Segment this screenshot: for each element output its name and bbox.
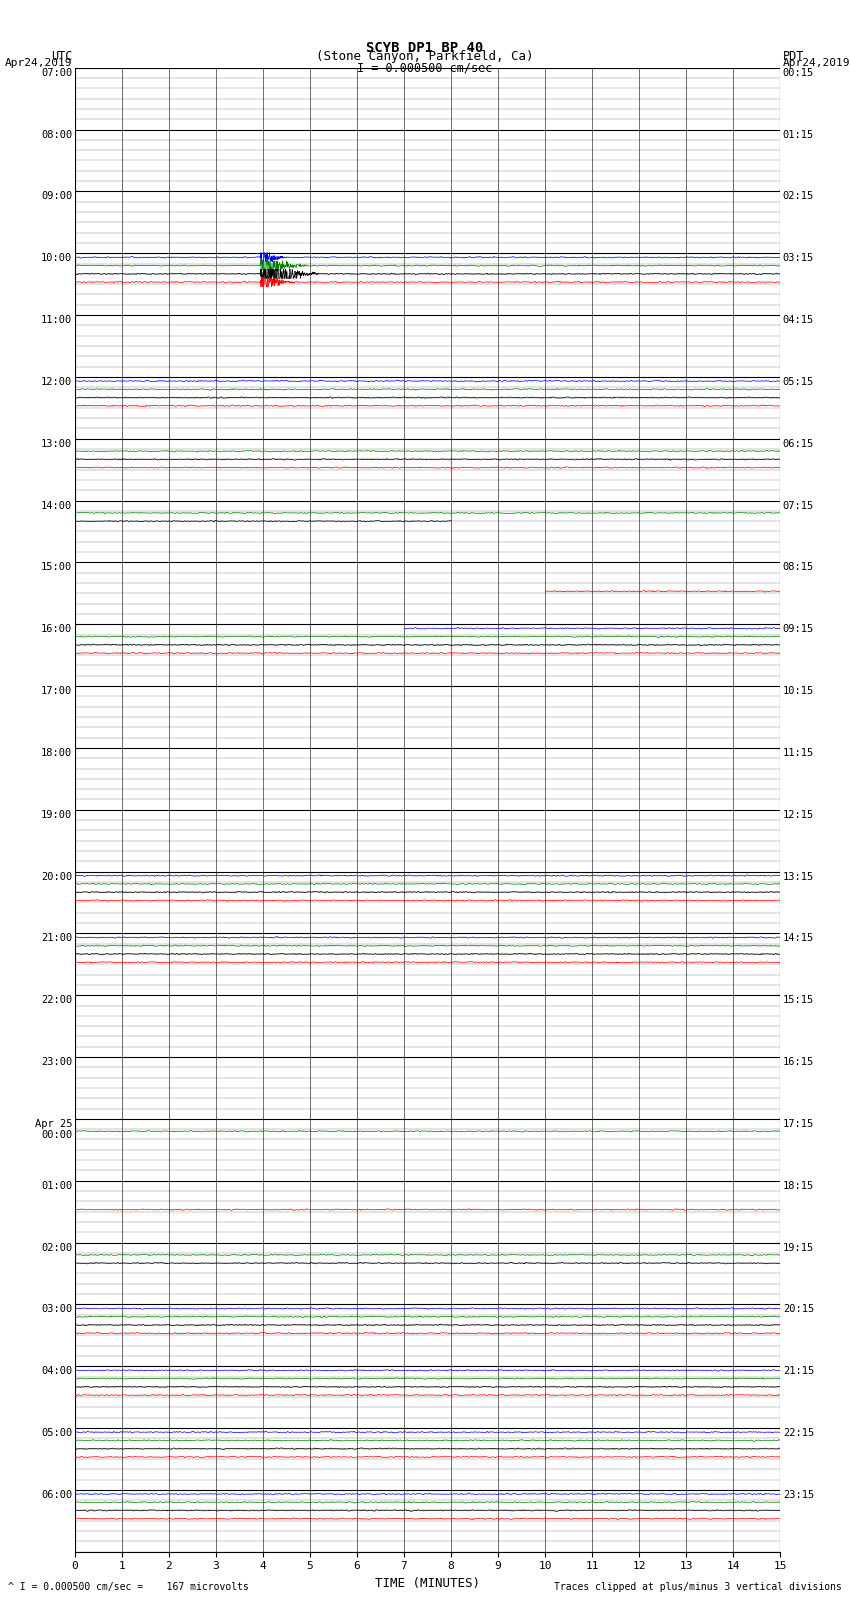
Text: 12:15: 12:15 [783, 810, 814, 819]
Text: 21:00: 21:00 [41, 934, 72, 944]
Text: 17:15: 17:15 [783, 1119, 814, 1129]
Text: 13:15: 13:15 [783, 871, 814, 882]
Text: 06:15: 06:15 [783, 439, 814, 448]
Text: 17:00: 17:00 [41, 686, 72, 697]
Text: I = 0.000500 cm/sec: I = 0.000500 cm/sec [357, 61, 493, 74]
Text: 07:00: 07:00 [41, 68, 72, 77]
Text: 22:15: 22:15 [783, 1428, 814, 1439]
Text: Traces clipped at plus/minus 3 vertical divisions: Traces clipped at plus/minus 3 vertical … [553, 1582, 842, 1592]
Text: 18:15: 18:15 [783, 1181, 814, 1190]
Text: 07:15: 07:15 [783, 500, 814, 511]
Text: 15:00: 15:00 [41, 563, 72, 573]
X-axis label: TIME (MINUTES): TIME (MINUTES) [375, 1578, 480, 1590]
Text: 21:15: 21:15 [783, 1366, 814, 1376]
Text: 05:00: 05:00 [41, 1428, 72, 1439]
Text: 16:15: 16:15 [783, 1057, 814, 1068]
Text: UTC: UTC [51, 50, 72, 63]
Text: 11:15: 11:15 [783, 748, 814, 758]
Text: SCYB DP1 BP 40: SCYB DP1 BP 40 [366, 40, 484, 55]
Text: 22:00: 22:00 [41, 995, 72, 1005]
Text: 20:15: 20:15 [783, 1305, 814, 1315]
Text: 09:00: 09:00 [41, 192, 72, 202]
Text: (Stone Canyon, Parkfield, Ca): (Stone Canyon, Parkfield, Ca) [316, 50, 534, 63]
Text: 03:15: 03:15 [783, 253, 814, 263]
Text: Apr 25
00:00: Apr 25 00:00 [35, 1119, 72, 1140]
Text: 14:15: 14:15 [783, 934, 814, 944]
Text: 08:15: 08:15 [783, 563, 814, 573]
Text: 13:00: 13:00 [41, 439, 72, 448]
Text: PDT: PDT [783, 50, 804, 63]
Text: 09:15: 09:15 [783, 624, 814, 634]
Text: ^ I = 0.000500 cm/sec =    167 microvolts: ^ I = 0.000500 cm/sec = 167 microvolts [8, 1582, 249, 1592]
Text: 11:00: 11:00 [41, 315, 72, 326]
Text: 16:00: 16:00 [41, 624, 72, 634]
Text: 02:00: 02:00 [41, 1242, 72, 1253]
Text: 23:00: 23:00 [41, 1057, 72, 1068]
Text: 00:15: 00:15 [783, 68, 814, 77]
Text: 10:00: 10:00 [41, 253, 72, 263]
Text: 12:00: 12:00 [41, 377, 72, 387]
Text: 19:15: 19:15 [783, 1242, 814, 1253]
Text: 04:15: 04:15 [783, 315, 814, 326]
Text: 02:15: 02:15 [783, 192, 814, 202]
Text: 14:00: 14:00 [41, 500, 72, 511]
Text: 19:00: 19:00 [41, 810, 72, 819]
Text: 03:00: 03:00 [41, 1305, 72, 1315]
Text: 08:00: 08:00 [41, 129, 72, 140]
Text: Apr24,2019: Apr24,2019 [783, 58, 850, 68]
Text: 05:15: 05:15 [783, 377, 814, 387]
Text: 01:00: 01:00 [41, 1181, 72, 1190]
Text: 10:15: 10:15 [783, 686, 814, 697]
Text: 06:00: 06:00 [41, 1490, 72, 1500]
Text: 23:15: 23:15 [783, 1490, 814, 1500]
Text: Apr24,2019: Apr24,2019 [5, 58, 72, 68]
Text: 01:15: 01:15 [783, 129, 814, 140]
Text: 04:00: 04:00 [41, 1366, 72, 1376]
Text: 15:15: 15:15 [783, 995, 814, 1005]
Text: 18:00: 18:00 [41, 748, 72, 758]
Text: 20:00: 20:00 [41, 871, 72, 882]
